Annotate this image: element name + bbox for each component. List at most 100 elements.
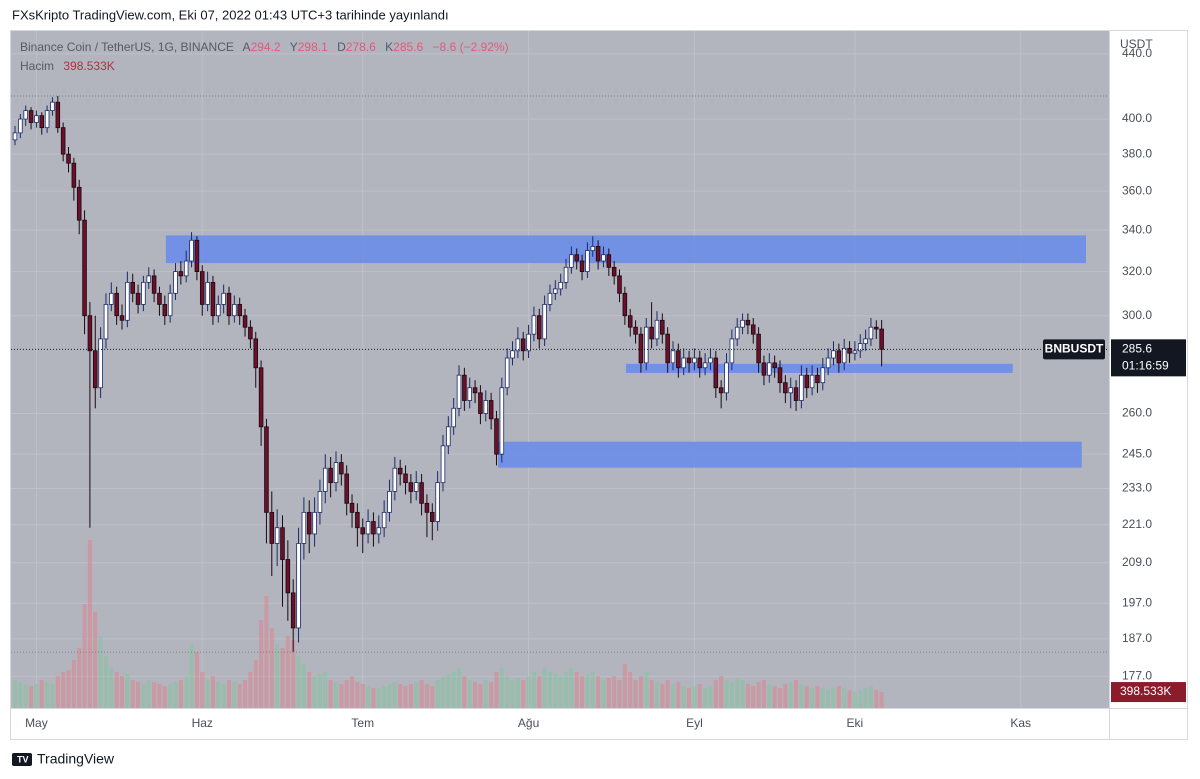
candle-body [777, 367, 783, 384]
volume-bar [178, 680, 183, 708]
candle-body [328, 467, 333, 484]
candle-body [750, 324, 756, 335]
volume-bar [842, 688, 847, 708]
volume-bar [103, 656, 108, 708]
volume-bar [703, 688, 708, 708]
candle-body [408, 482, 414, 492]
candle-body [825, 357, 831, 369]
volume-bar [467, 680, 472, 708]
volume-bar [312, 676, 317, 708]
candle-body [494, 418, 499, 455]
volume-bar [617, 680, 622, 708]
volume-bar [387, 684, 392, 708]
candle-body [365, 521, 371, 535]
candle-body [697, 357, 703, 369]
volume-bar [77, 648, 82, 708]
volume-bar [644, 672, 649, 708]
candle-body [692, 357, 697, 364]
candle-body [601, 254, 606, 262]
volume-bar [563, 672, 569, 708]
volume-bar [510, 680, 515, 708]
volume-bar [61, 672, 66, 708]
candle-body [290, 592, 296, 629]
y-tick-label: 260.0 [1122, 406, 1152, 420]
candle-body [718, 387, 724, 394]
candle-body [349, 502, 355, 513]
candle-body [585, 250, 590, 272]
volume-bar [585, 674, 590, 708]
volume-bar [376, 688, 381, 708]
x-tick-label: Kas [1010, 716, 1031, 730]
volume-bar [542, 668, 547, 708]
candle-body [804, 374, 810, 389]
volume-bar [858, 690, 863, 708]
volume-bar [612, 676, 617, 708]
candle-body [87, 315, 93, 352]
candle-body [92, 350, 98, 389]
volume-bar [868, 686, 873, 708]
volume-bar [478, 684, 483, 708]
candle-body [622, 292, 628, 317]
volume-value: 398.533K [63, 59, 114, 73]
candle-body [419, 482, 424, 504]
volume-bar [232, 682, 237, 708]
change-text: −8.6 (−2.92%) [433, 40, 509, 54]
candle-body [852, 350, 858, 354]
candle-body [553, 288, 558, 294]
volume-bar [55, 676, 60, 708]
candle-body [66, 153, 71, 164]
legend: Binance Coin / TetherUS, 1G, BINANCE A29… [20, 40, 509, 73]
candle-body [547, 292, 553, 305]
x-tick-label: Tem [351, 716, 374, 730]
candle-body [874, 326, 879, 330]
volume-bar [654, 682, 659, 708]
candle-body [360, 527, 366, 535]
candle-body [323, 467, 328, 492]
candle-body [28, 110, 34, 123]
volume-bar [537, 676, 542, 708]
price-zone [625, 363, 1013, 373]
candle-body [510, 350, 515, 359]
candle-body [499, 387, 505, 455]
volume-bar [451, 672, 456, 708]
candle-body [237, 304, 242, 317]
volume-bar [162, 686, 167, 708]
volume-bar [130, 680, 135, 708]
volume-bar [23, 684, 28, 708]
candle-body [141, 281, 146, 305]
volume-bar [638, 676, 643, 708]
volume-bar [248, 672, 253, 708]
candle-body [50, 101, 55, 111]
candle-body [708, 357, 713, 364]
candle-body [44, 110, 50, 129]
candle-body [857, 343, 863, 352]
volume-bar [184, 676, 189, 708]
volume-bar [216, 682, 221, 708]
volume-bar [333, 682, 339, 708]
volume-bar [756, 682, 761, 708]
volume-bar [371, 688, 376, 708]
volume-bar [804, 686, 809, 708]
candle-body [520, 338, 526, 352]
volume-bar [826, 690, 831, 708]
candle-body [611, 266, 617, 277]
candle-body [306, 511, 312, 535]
candle-body [638, 333, 644, 364]
publisher-line: FXsKripto TradingView.com, Eki 07, 2022 … [12, 7, 449, 22]
volume-bar [836, 686, 841, 708]
volume-bar [772, 686, 777, 708]
volume-bar [713, 680, 718, 708]
volume-bar [424, 684, 429, 708]
candle-body [569, 254, 574, 268]
volume-badge-text: 398.533K [1120, 684, 1171, 698]
volume-bar [87, 540, 92, 708]
candle-body [756, 333, 761, 364]
volume-bar [473, 682, 478, 708]
candle-body [729, 338, 735, 364]
candle-body [109, 292, 114, 305]
volume-bar [708, 686, 713, 708]
candle-body [98, 338, 103, 389]
volume-bar [670, 684, 676, 708]
candle-body [686, 357, 692, 364]
volume-bar [767, 684, 772, 708]
